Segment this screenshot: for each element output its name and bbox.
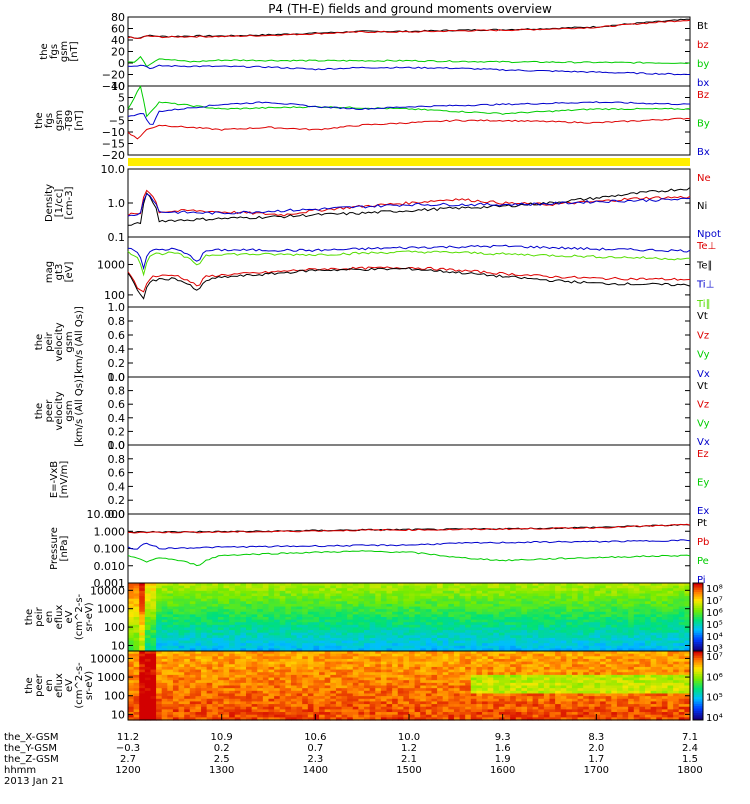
series-line bbox=[128, 65, 690, 75]
y-tick-label: 0.8 bbox=[108, 315, 126, 328]
legend-entry: Vy bbox=[697, 350, 710, 361]
legend-entry: bx bbox=[697, 78, 709, 89]
series-line bbox=[128, 102, 690, 125]
legend-entry: Bx bbox=[697, 147, 710, 158]
legend-entry: Ni bbox=[697, 201, 707, 212]
y-tick-label: 1000 bbox=[97, 603, 125, 616]
legend-entry: Vt bbox=[697, 311, 708, 322]
y-tick-label: 0.6 bbox=[108, 329, 126, 342]
y-tick-label: 0.100 bbox=[94, 543, 126, 556]
y-axis-label: [nT] bbox=[69, 41, 80, 61]
y-tick-label: 0.4 bbox=[108, 412, 126, 425]
series-line bbox=[128, 86, 690, 116]
series-line bbox=[128, 194, 690, 216]
legend-entry: By bbox=[697, 119, 710, 130]
legend-entry: Npot bbox=[697, 229, 721, 240]
colorbar-tick-label: 10⁸ bbox=[706, 584, 723, 595]
panel-frame bbox=[128, 86, 690, 155]
y-tick-label: 0.8 bbox=[108, 385, 126, 398]
y-tick-label: 10 bbox=[111, 639, 125, 652]
panel-frame bbox=[128, 445, 690, 514]
legend-entry: Te⊥ bbox=[696, 241, 716, 252]
y-axis-label: sr-eV) bbox=[84, 602, 95, 631]
legend-entry: Ex bbox=[697, 506, 709, 517]
y-tick-label: 0.1 bbox=[108, 231, 126, 244]
legend-entry: Ey bbox=[697, 478, 709, 489]
y-axis-label: [nT] bbox=[74, 110, 85, 130]
legend-entry: bz bbox=[697, 40, 709, 51]
y-tick-label: 0.2 bbox=[108, 357, 126, 370]
series-line bbox=[128, 540, 690, 549]
y-tick-label: 0.4 bbox=[108, 343, 126, 356]
y-tick-label: −20 bbox=[102, 149, 125, 162]
legend-entry: Vy bbox=[697, 418, 710, 429]
legend-entry: Ez bbox=[697, 449, 709, 460]
panel-frame bbox=[128, 514, 690, 583]
panel-frame bbox=[128, 169, 690, 237]
legend-entry: Vx bbox=[697, 437, 710, 448]
legend-entry: Pb bbox=[697, 537, 709, 548]
y-tick-label: 10.0 bbox=[101, 163, 126, 176]
y-tick-label: 10000 bbox=[90, 584, 125, 597]
legend-entry: Vx bbox=[697, 369, 710, 380]
y-tick-label: 1.0 bbox=[108, 371, 126, 384]
series-line bbox=[128, 551, 690, 566]
series-line bbox=[128, 245, 690, 268]
legend-entry: Vz bbox=[697, 400, 709, 411]
series-line bbox=[128, 191, 690, 216]
y-tick-label: 0.4 bbox=[108, 480, 126, 493]
y-tick-label: 1.000 bbox=[94, 525, 126, 538]
y-axis-label: [cm-3] bbox=[64, 186, 75, 219]
series-line bbox=[128, 251, 690, 275]
colorbar-tick-label: 10⁴ bbox=[706, 632, 723, 643]
colorbar-tick-label: 10⁷ bbox=[706, 596, 723, 607]
y-tick-label: 1000 bbox=[97, 258, 125, 271]
legend-entry: Vz bbox=[697, 330, 709, 341]
legend-entry: Te∥ bbox=[696, 260, 713, 271]
status-bar bbox=[128, 158, 690, 166]
series-line bbox=[128, 19, 690, 38]
y-axis-label: [mV/m] bbox=[59, 461, 70, 499]
y-tick-label: 100 bbox=[104, 289, 125, 302]
y-tick-label: 0.2 bbox=[108, 494, 126, 507]
legend-entry: Bz bbox=[697, 90, 709, 101]
y-axis-label: [km/s (All Qs)] bbox=[74, 306, 85, 378]
legend-entry: Pt bbox=[697, 518, 707, 529]
y-axis-label: [nPa] bbox=[59, 535, 70, 561]
legend-entry: Ne bbox=[697, 173, 711, 184]
legend-entry: Ti⊥ bbox=[696, 280, 714, 291]
series-line bbox=[128, 20, 690, 38]
series-line bbox=[128, 118, 690, 139]
y-tick-label: 1.0 bbox=[108, 439, 126, 452]
y-axis-label: [km/s (All Qs)] bbox=[74, 375, 85, 447]
y-axis-label: [eV] bbox=[64, 262, 75, 283]
series-line bbox=[128, 188, 690, 226]
figure-title: P4 (TH-E) fields and ground moments over… bbox=[268, 2, 552, 16]
y-tick-label: 0.6 bbox=[108, 467, 126, 480]
panel-frame bbox=[128, 17, 690, 86]
y-tick-label: 0.8 bbox=[108, 453, 126, 466]
legend-entry: Vt bbox=[697, 381, 708, 392]
legend-entry: Bt bbox=[697, 21, 708, 32]
series-line bbox=[128, 57, 690, 67]
colorbar-tick-label: 10⁶ bbox=[706, 608, 723, 619]
panel-frame bbox=[128, 307, 690, 377]
legend-entry: by bbox=[697, 59, 709, 70]
legend-entry: Ti∥ bbox=[696, 299, 711, 310]
y-tick-label: 1.0 bbox=[108, 301, 126, 314]
colorbar-tick-label: 10⁵ bbox=[706, 620, 723, 631]
series-line bbox=[128, 267, 690, 292]
series-line bbox=[128, 268, 690, 299]
y-tick-label: 100 bbox=[104, 621, 125, 634]
y-tick-label: 0.2 bbox=[108, 425, 126, 438]
y-tick-label: 1.0 bbox=[108, 197, 126, 210]
y-tick-label: 0.010 bbox=[94, 560, 126, 573]
legend-entry: Pe bbox=[697, 556, 709, 567]
y-tick-label: 0.6 bbox=[108, 398, 126, 411]
panel-frame bbox=[128, 377, 690, 445]
y-tick-label: 10.000 bbox=[87, 508, 126, 521]
